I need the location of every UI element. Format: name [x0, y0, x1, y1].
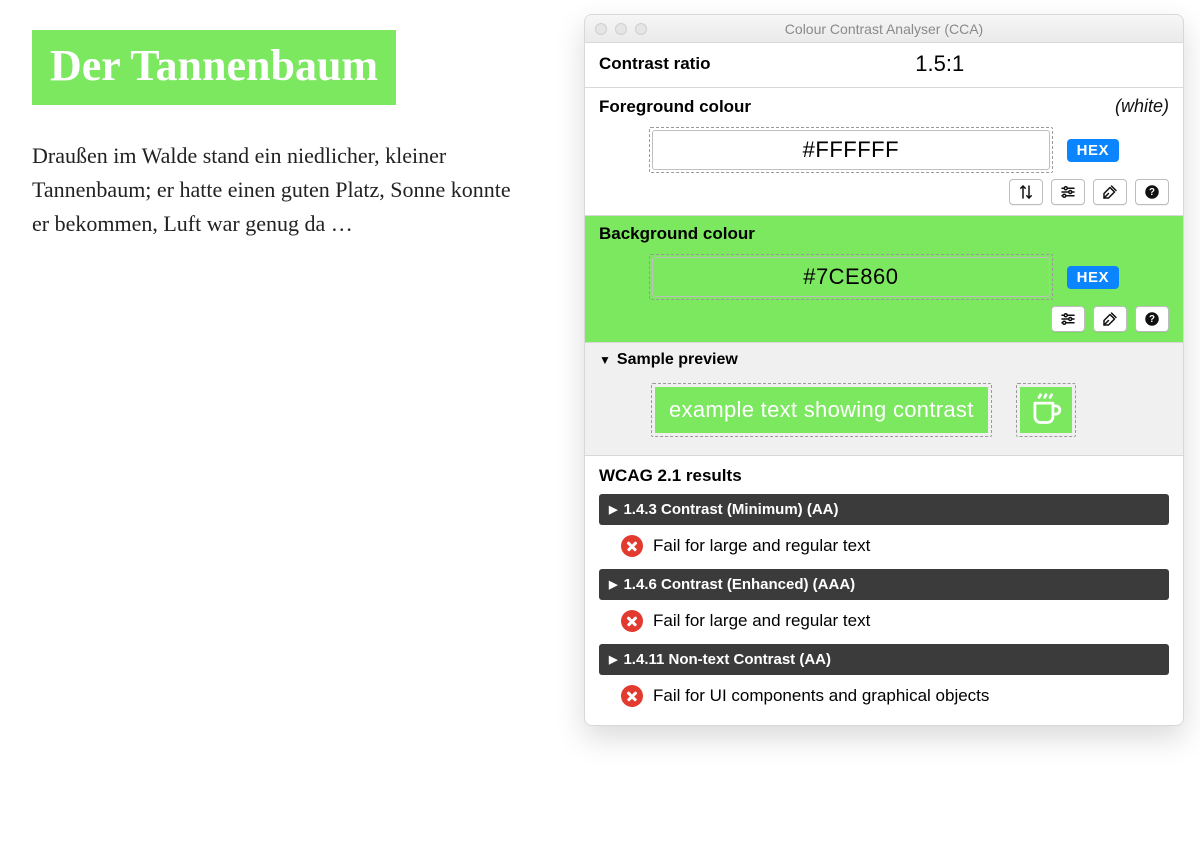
wcag-criterion-toggle[interactable]: ▶ 1.4.3 Contrast (Minimum) (AA) — [599, 494, 1169, 525]
foreground-eyedropper-button[interactable] — [1093, 179, 1127, 205]
wcag-criterion-title: 1.4.11 Non-text Contrast (AA) — [623, 651, 831, 668]
fail-icon — [621, 610, 643, 632]
foreground-sliders-button[interactable] — [1051, 179, 1085, 205]
background-panel: Background colour #7CE860 HEX ? — [585, 216, 1183, 343]
chevron-right-icon: ▶ — [609, 503, 617, 516]
background-eyedropper-button[interactable] — [1093, 306, 1127, 332]
foreground-panel: Foreground colour (white) #FFFFFF HEX ? — [585, 88, 1183, 216]
foreground-colour-value: #FFFFFF — [803, 137, 899, 163]
contrast-ratio-row: Contrast ratio 1.5:1 — [585, 43, 1183, 88]
preview-text: example text showing contrast — [655, 387, 988, 433]
chevron-right-icon: ▶ — [609, 653, 617, 666]
sample-preview-toggle[interactable]: ▼ Sample preview — [599, 351, 1169, 369]
sample-body-text: Draußen im Walde stand ein niedlicher, k… — [32, 139, 512, 241]
background-label: Background colour — [599, 224, 755, 244]
sample-pane: Der Tannenbaum Draußen im Walde stand ei… — [32, 30, 542, 241]
sample-heading: Der Tannenbaum — [32, 30, 396, 105]
wcag-results-panel: WCAG 2.1 results ▶ 1.4.3 Contrast (Minimu… — [585, 456, 1183, 725]
background-sliders-button[interactable] — [1051, 306, 1085, 332]
contrast-ratio-value: 1.5:1 — [710, 51, 1169, 77]
wcag-criterion-title: 1.4.3 Contrast (Minimum) (AA) — [623, 501, 838, 518]
background-colour-value: #7CE860 — [803, 264, 898, 290]
window-minimize-button[interactable] — [615, 23, 627, 35]
sample-preview-panel: ▼ Sample preview example text showing co… — [585, 343, 1183, 456]
wcag-criterion-message: Fail for large and regular text — [653, 536, 870, 556]
fail-icon — [621, 685, 643, 707]
wcag-criterion-title: 1.4.6 Contrast (Enhanced) (AAA) — [623, 576, 855, 593]
foreground-colour-name: (white) — [1115, 96, 1169, 117]
wcag-criterion-message: Fail for UI components and graphical obj… — [653, 686, 989, 706]
fail-icon — [621, 535, 643, 557]
swap-colours-button[interactable] — [1009, 179, 1043, 205]
window-zoom-button[interactable] — [635, 23, 647, 35]
background-format-badge[interactable]: HEX — [1067, 266, 1119, 289]
background-help-button[interactable]: ? — [1135, 306, 1169, 332]
svg-text:?: ? — [1149, 314, 1155, 325]
preview-text-swatch: example text showing contrast — [651, 383, 992, 437]
window-close-button[interactable] — [595, 23, 607, 35]
wcag-criterion-toggle[interactable]: ▶ 1.4.6 Contrast (Enhanced) (AAA) — [599, 569, 1169, 600]
wcag-criterion-result: Fail for large and regular text — [599, 600, 1169, 644]
window-title: Colour Contrast Analyser (CCA) — [585, 21, 1183, 37]
sample-preview-label: Sample preview — [617, 351, 738, 369]
mug-icon — [1029, 392, 1063, 428]
preview-icon-swatch — [1016, 383, 1076, 437]
wcag-results-title: WCAG 2.1 results — [599, 466, 1169, 486]
foreground-format-badge[interactable]: HEX — [1067, 139, 1119, 162]
chevron-right-icon: ▶ — [609, 578, 617, 591]
foreground-label: Foreground colour — [599, 97, 751, 117]
svg-text:?: ? — [1149, 187, 1155, 198]
cca-window: Colour Contrast Analyser (CCA) Contrast … — [584, 14, 1184, 726]
window-titlebar: Colour Contrast Analyser (CCA) — [585, 15, 1183, 43]
background-colour-input[interactable]: #7CE860 — [652, 257, 1050, 297]
wcag-criterion-result: Fail for UI components and graphical obj… — [599, 675, 1169, 719]
chevron-down-icon: ▼ — [599, 353, 611, 367]
foreground-help-button[interactable]: ? — [1135, 179, 1169, 205]
wcag-criterion-result: Fail for large and regular text — [599, 525, 1169, 569]
wcag-criterion-toggle[interactable]: ▶ 1.4.11 Non-text Contrast (AA) — [599, 644, 1169, 675]
foreground-colour-input[interactable]: #FFFFFF — [652, 130, 1050, 170]
contrast-ratio-label: Contrast ratio — [599, 54, 710, 74]
wcag-criterion-message: Fail for large and regular text — [653, 611, 870, 631]
